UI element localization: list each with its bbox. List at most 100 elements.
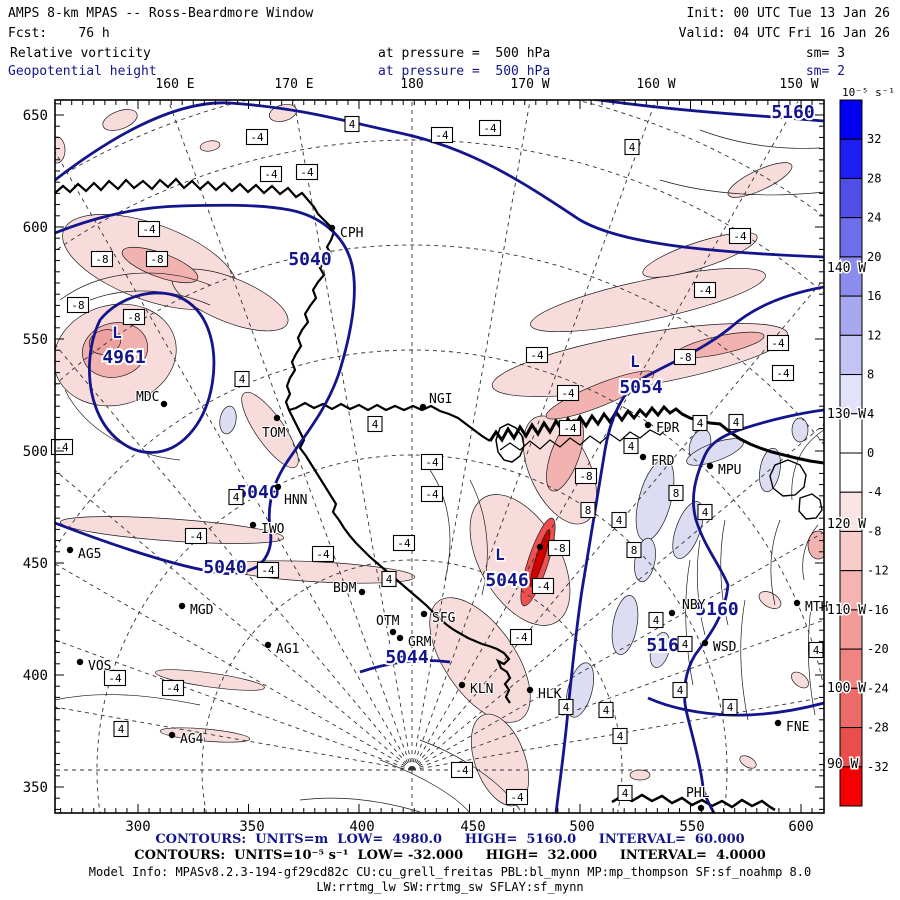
- contour-label-box: [766, 334, 790, 352]
- station-dot: [701, 639, 709, 647]
- station-dot: [273, 414, 281, 422]
- station-label: HLK: [538, 687, 562, 702]
- axis-ticks: [55, 100, 824, 813]
- station-label: HNN: [284, 493, 307, 508]
- contour-info-height: CONTOURS: UNITS=m LOW= 4980.0 HIGH= 5160…: [155, 832, 745, 847]
- contour-label-box: [66, 296, 90, 314]
- station-label: FRD: [651, 454, 675, 469]
- station-label: SFG: [432, 611, 456, 626]
- contour-label-box: [228, 488, 244, 506]
- contour-label-box: [509, 628, 533, 646]
- axis-label-right: 90 W: [827, 757, 858, 772]
- station-label: NBY: [682, 598, 706, 613]
- contour-label-text: -4: [425, 488, 439, 501]
- axis-label-left: 350: [23, 780, 48, 796]
- colorbar-segment: [839, 217, 863, 258]
- contour-label-text: 4: [233, 491, 240, 504]
- contour-label-text: 4: [702, 506, 709, 519]
- contour-label-box: [184, 527, 208, 545]
- station-dot: [536, 543, 544, 551]
- colorbar-tick-label: -8: [867, 524, 881, 538]
- colorbar-tick-label: 4: [867, 407, 874, 421]
- contour-label-text: -4: [108, 672, 122, 685]
- contour-label-text: -4: [300, 166, 314, 179]
- axis-label-left: 500: [23, 444, 48, 460]
- colorbar-tick-label: 32: [867, 132, 881, 146]
- colorbar-segment: [839, 295, 863, 336]
- model-info-line2: LW:rrtmg_lw SW:rrtmg_sw SFLAY:sf_mynn: [316, 880, 584, 894]
- station-dot: [249, 521, 257, 529]
- station-label: NGI: [429, 392, 452, 407]
- colorbar-tick-label: 12: [867, 328, 881, 342]
- field1-name: Relative vorticity: [10, 46, 151, 61]
- contour-label-text: -4: [776, 367, 790, 380]
- colorbar-segment: [839, 452, 863, 493]
- contour-label-text: 4: [349, 118, 356, 131]
- contour-label-box: [420, 453, 444, 471]
- station-dot: [668, 609, 676, 617]
- height-contour-label: 5044: [385, 647, 429, 668]
- station-dot: [419, 403, 427, 411]
- low-center-marker: L: [630, 352, 640, 371]
- colorbar-tick-label: -28: [867, 721, 889, 735]
- station-label: FDR: [656, 421, 680, 436]
- contour-label-text: 4: [813, 644, 820, 657]
- axis-label-bottom: 600: [788, 819, 813, 835]
- contour-label-box: [672, 681, 688, 699]
- contour-label-text: 4: [653, 614, 660, 627]
- station-dot: [697, 804, 705, 812]
- station-dot: [644, 421, 652, 429]
- contour-label-box: [430, 126, 454, 144]
- contour-label-text: -4: [563, 422, 577, 435]
- contour-label-text: 8: [673, 487, 680, 500]
- colorbar-tick-label: -16: [867, 603, 889, 617]
- contour-label-text: 4: [629, 141, 636, 154]
- contour-label-box: [103, 669, 127, 687]
- contour-label-box: [598, 701, 614, 719]
- contour-label-text: -4: [264, 168, 278, 181]
- contour-label-text: 4: [563, 701, 570, 714]
- contour-label-box: [367, 415, 383, 433]
- contour-label-text: 4: [617, 730, 624, 743]
- parallel-circle: [96, 454, 728, 813]
- contour-label-text: -4: [55, 441, 69, 454]
- contour-label-text: 4: [733, 416, 740, 429]
- contour-label-box: [668, 484, 684, 502]
- contour-label-text: 4: [603, 704, 610, 717]
- contour-label-text: -4: [250, 131, 264, 144]
- contour-label-text: -4: [435, 129, 449, 142]
- axis-label-right: 100 W: [827, 681, 866, 696]
- contour-label-box: [531, 577, 555, 595]
- height-contour-label: 5046: [485, 570, 528, 591]
- contour-label-box: [161, 679, 185, 697]
- plot-title: AMPS 8-km MPAS -- Ross-Beardmore Window: [8, 6, 314, 21]
- contour-label-box: [574, 467, 598, 485]
- contour-label-box: [697, 503, 713, 521]
- station-label: WSD: [713, 640, 737, 655]
- station-dot: [639, 453, 647, 461]
- station-dot: [526, 686, 534, 694]
- contour-label-text: -8: [579, 470, 592, 483]
- colorbar-tick-label: 8: [867, 368, 874, 382]
- contour-label-box: [344, 115, 360, 133]
- station-label: KLN: [470, 682, 493, 697]
- contour-label-text: -8: [150, 253, 163, 266]
- height-contour-label: 5040: [288, 249, 331, 270]
- colorbar-tick-label: -20: [867, 642, 889, 656]
- axis-label-top: 160 W: [636, 77, 675, 92]
- contour-label-box: [90, 250, 114, 268]
- contour-label-box: [295, 163, 319, 181]
- colorbar-tick-label: -32: [867, 760, 889, 774]
- contour-label-box: [556, 384, 580, 402]
- colorbar-segment: [839, 766, 863, 807]
- contour-label-text: 4: [622, 787, 629, 800]
- axis-label-top: 160 E: [155, 77, 194, 92]
- contour-label-box: [311, 545, 335, 563]
- station-label: OTM: [376, 614, 400, 629]
- station-label: BDM: [333, 581, 357, 596]
- station-dot: [168, 731, 176, 739]
- colorbar-title: 10⁻⁵ s⁻¹: [842, 86, 895, 99]
- station-dot: [66, 546, 74, 554]
- colorbar-tick-label: -4: [867, 485, 881, 499]
